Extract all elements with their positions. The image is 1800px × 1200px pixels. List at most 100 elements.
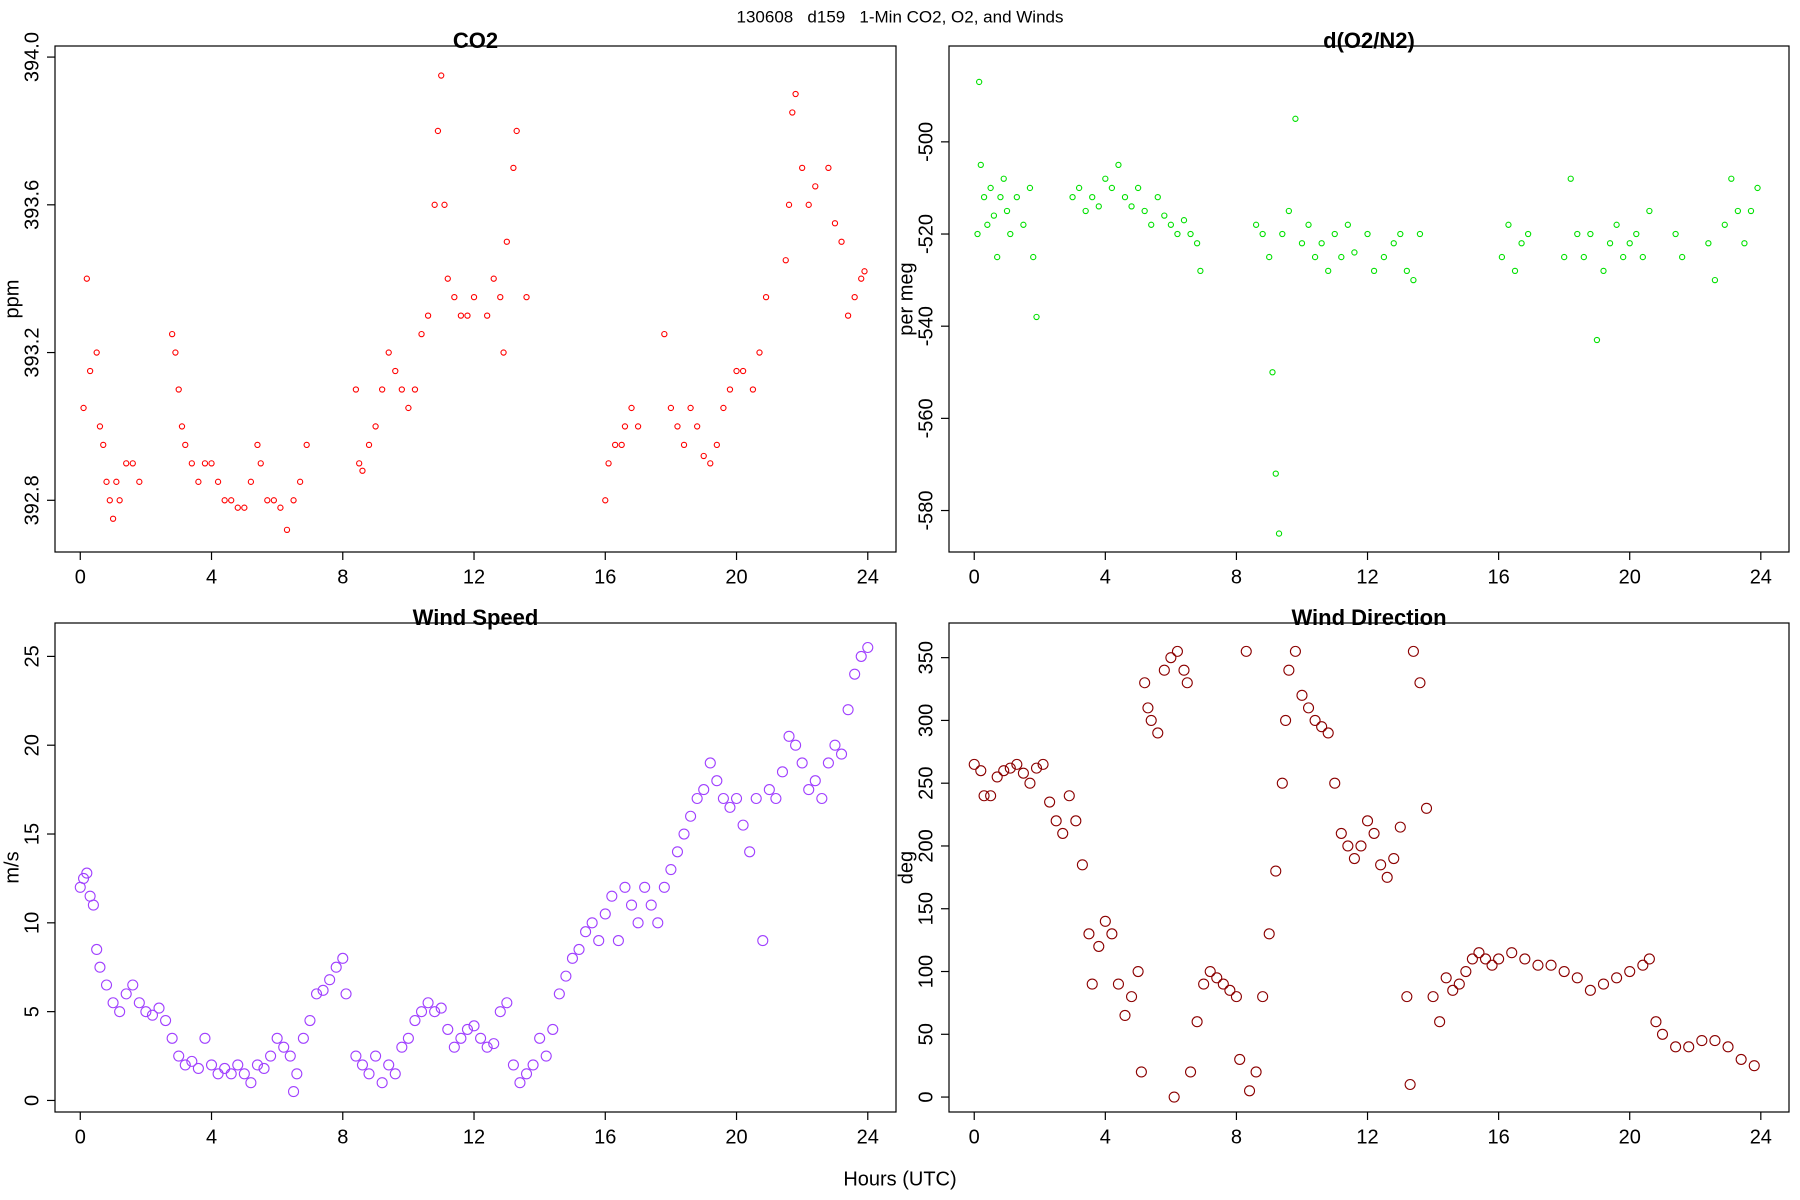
data-point [994,253,1001,261]
data-point [1217,978,1229,990]
data-point [396,1041,408,1053]
data-point [782,257,789,264]
data-point [1325,267,1332,275]
data-point [1240,645,1252,657]
data-point [507,1059,519,1071]
x-tick-label: 24 [1750,566,1772,588]
data-point [356,1059,369,1071]
data-point [1620,253,1627,261]
plot-frame [948,45,1790,553]
data-point [1187,230,1194,238]
data-point [1460,965,1472,978]
data-point [698,784,710,796]
data-point [376,1077,388,1089]
data-point [1597,978,1610,990]
data-point [429,1006,441,1018]
x-tick-label: 20 [1619,566,1641,588]
data-point [974,230,981,238]
data-point [1275,530,1283,537]
data-point [1148,221,1155,228]
data-point [435,1002,447,1014]
data-point [717,792,729,805]
data-point [605,460,612,467]
data-point [107,997,119,1009]
data-point [1587,230,1594,238]
data-point [1416,230,1424,238]
data-point [1020,221,1027,228]
data-point [1139,677,1151,689]
data-point [612,935,624,947]
data-point [199,1032,211,1044]
data-point [1637,959,1649,971]
data-point [687,404,694,412]
data-point [77,872,90,884]
data-point [976,78,983,86]
data-point [1083,928,1095,940]
data-point [1115,161,1122,169]
data-point [1000,175,1007,182]
y-tick-label: 5 [21,1006,43,1017]
data-point [1193,240,1201,247]
data-point [799,164,806,172]
data-point [809,775,821,787]
data-point [998,765,1010,777]
data-point [980,194,988,201]
data-point [257,460,264,467]
plot-frame [948,622,1790,1113]
data-point [523,294,530,301]
data-point [1099,915,1111,927]
data-point [1728,175,1735,182]
data-point [80,404,87,412]
data-point [1316,721,1328,733]
data-point [501,997,513,1009]
data-point [1070,815,1082,827]
page-title: 130608 d159 1-Min CO2, O2, and Winds [737,7,1064,26]
data-point [422,997,434,1009]
data-point [685,810,697,822]
data-point [1296,689,1308,701]
data-point [1198,978,1210,990]
data-point [1574,230,1581,238]
data-point [1407,645,1419,657]
y-tick-label: 250 [915,767,937,800]
x-tick-label: 0 [969,1126,980,1148]
data-point [330,961,342,973]
data-point [385,349,392,356]
data-point [1257,991,1269,1003]
data-point [822,757,834,769]
data-point [724,801,736,813]
data-point [691,792,703,805]
data-point [214,478,222,485]
data-point [409,1014,421,1027]
x-tick-label: 16 [594,566,616,588]
panel-title: d(O2/N2) [1323,28,1415,53]
x-tick-label: 20 [1619,1126,1641,1148]
data-point [188,460,195,467]
data-point [674,423,681,430]
data-point [1224,984,1236,996]
data-point [737,819,749,831]
data-point [383,1059,395,1071]
data-point [711,775,723,787]
data-point [1639,253,1646,261]
data-point [1709,1035,1721,1047]
y-tick-label: 20 [21,734,43,756]
data-point [1269,369,1276,376]
x-tick-label: 24 [857,1126,879,1148]
data-point [392,367,399,375]
y-tick-label: -520 [915,214,937,254]
data-point [475,1032,487,1044]
data-point [580,926,592,938]
data-point [186,1055,198,1067]
data-point [985,790,997,802]
data-point [461,1023,474,1035]
data-point [1532,959,1544,971]
data-point [527,1059,539,1071]
data-point [1309,714,1321,726]
data-point [1075,184,1083,192]
data-point [756,349,763,356]
x-tick-label: 4 [1100,566,1111,588]
data-point [1754,184,1761,192]
data-point [127,979,139,991]
